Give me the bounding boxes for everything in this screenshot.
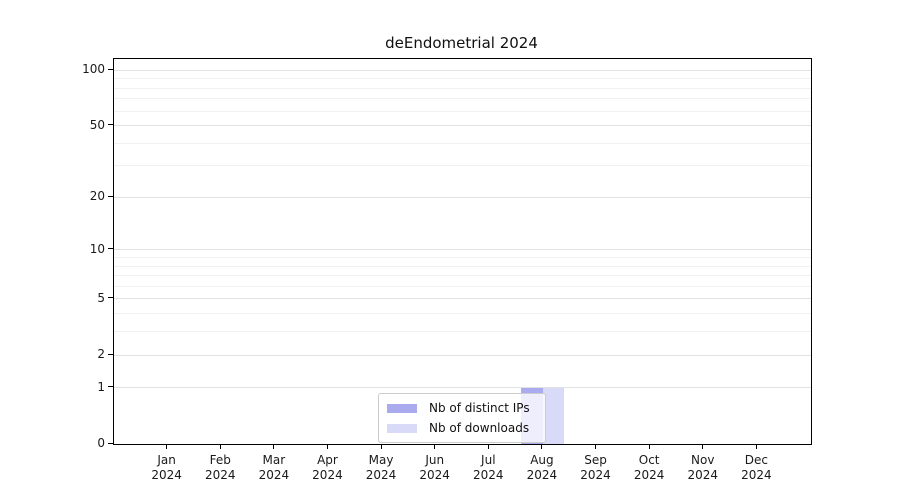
x-axis-tick [326, 444, 328, 449]
major-gridline [114, 249, 811, 251]
chart-title: deEndometrial 2024 [385, 34, 538, 52]
x-axis-tick-label: Apr 2024 [312, 453, 343, 482]
legend: Nb of distinct IPs Nb of downloads [378, 393, 546, 443]
x-axis-tick-label: May 2024 [365, 453, 397, 482]
y-axis-tick-label: 100 [82, 62, 105, 77]
legend-label: Nb of downloads [429, 421, 530, 435]
minor-gridline [114, 256, 811, 258]
major-gridline [114, 69, 811, 71]
x-axis-tick-label: Dec 2024 [741, 453, 772, 482]
y-axis-tick-label: 5 [97, 290, 105, 305]
minor-gridline [114, 285, 811, 287]
legend-item-downloads: Nb of downloads [387, 418, 537, 438]
x-axis-tick [702, 444, 704, 449]
y-axis-tick [108, 248, 113, 250]
plot-area [113, 58, 812, 445]
minor-gridline [114, 313, 811, 315]
minor-gridline [114, 165, 811, 167]
legend-item-distinct-ips: Nb of distinct IPs [387, 398, 537, 418]
x-axis-tick [219, 444, 221, 449]
x-axis-tick [595, 444, 597, 449]
minor-gridline [114, 78, 811, 80]
x-axis-tick [380, 444, 382, 449]
legend-label: Nb of distinct IPs [429, 401, 530, 415]
y-axis-tick [108, 124, 113, 126]
y-axis-tick-label: 20 [89, 189, 105, 204]
x-axis-tick-label: Sep 2024 [580, 453, 611, 482]
y-axis-tick [108, 353, 113, 355]
x-axis-tick [541, 444, 543, 449]
major-gridline [114, 298, 811, 300]
major-gridline [114, 196, 811, 198]
x-axis-tick [166, 444, 168, 449]
x-axis-tick [755, 444, 757, 449]
y-axis-tick-label: 10 [89, 241, 105, 256]
y-axis-tick-label: 50 [89, 117, 105, 132]
major-gridline [114, 354, 811, 356]
x-axis-tick [434, 444, 436, 449]
minor-gridline [114, 265, 811, 267]
minor-gridline [114, 110, 811, 112]
x-axis-tick-label: Feb 2024 [204, 453, 236, 482]
y-axis-tick [108, 386, 113, 388]
distinct-ips-swatch [387, 403, 417, 413]
minor-gridline [114, 331, 811, 333]
minor-gridline [114, 98, 811, 100]
x-axis-tick-label: Jun 2024 [419, 453, 450, 482]
x-axis-tick [487, 444, 489, 449]
x-axis-tick-label: Mar 2024 [258, 453, 290, 482]
y-axis-tick-label: 1 [97, 379, 105, 394]
major-gridline [114, 125, 811, 127]
x-axis-tick-label: Jan 2024 [151, 453, 182, 482]
x-axis-tick [648, 444, 650, 449]
x-axis-tick-label: Oct 2024 [633, 453, 665, 482]
x-axis-tick-label: Nov 2024 [687, 453, 719, 482]
x-axis-tick-label: Aug 2024 [526, 453, 558, 482]
minor-gridline [114, 87, 811, 89]
y-axis-tick [108, 195, 113, 197]
y-axis-tick [108, 442, 113, 444]
x-axis-tick [273, 444, 275, 449]
y-axis-tick [108, 68, 113, 70]
minor-gridline [114, 142, 811, 144]
major-gridline [114, 387, 811, 389]
minor-gridline [114, 275, 811, 277]
x-axis-tick-label: Jul 2024 [473, 453, 504, 482]
y-axis-tick-label: 2 [97, 347, 105, 361]
y-axis-tick-label: 0 [97, 436, 105, 450]
y-axis-tick [108, 297, 113, 299]
downloads-swatch [387, 423, 417, 433]
bar-downloads [542, 387, 565, 444]
